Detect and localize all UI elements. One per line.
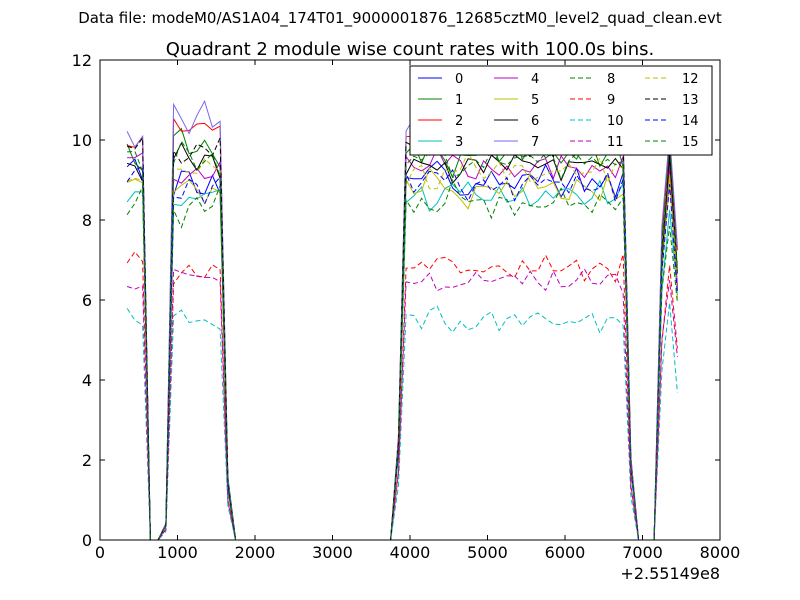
legend-label-6: 6	[531, 114, 539, 129]
y-tick-label: 10	[72, 131, 92, 150]
legend-label-7: 7	[531, 135, 539, 150]
legend-label-4: 4	[531, 72, 539, 87]
legend-label-3: 3	[455, 135, 463, 150]
y-tick-label: 12	[72, 51, 92, 70]
plot-area: 0 1000 2000 3000 4000 5000 6000 7000 80000246810…	[72, 51, 741, 583]
x-tick-label: 4000	[390, 543, 431, 562]
chart-title: Quadrant 2 module wise count rates with …	[166, 39, 655, 60]
series-line-5	[126, 167, 678, 540]
series-line-9	[126, 250, 678, 540]
series-line-3	[126, 179, 678, 540]
x-tick-label: 1000	[157, 543, 198, 562]
legend-label-10: 10	[607, 114, 624, 129]
x-tick-label: 2000	[235, 543, 276, 562]
series-line-11	[126, 267, 678, 540]
legend-label-15: 15	[682, 135, 699, 150]
series-layer	[126, 99, 678, 540]
series-line-12	[126, 151, 678, 540]
legend-frame	[409, 65, 713, 156]
legend-label-12: 12	[682, 72, 699, 87]
x-tick-label: 8000	[700, 543, 741, 562]
series-line-15	[127, 140, 678, 540]
legend-label-2: 2	[455, 114, 463, 129]
tick-layer: 0 1000 2000 3000 4000 5000 6000 7000 80000246810…	[72, 51, 741, 562]
x-tick-label: 3000	[312, 543, 353, 562]
y-tick-label: 2	[82, 451, 92, 470]
figure-suptitle: Data file: modeM0/AS1A04_174T01_90000018…	[78, 9, 722, 28]
legend-label-5: 5	[531, 93, 539, 108]
legend-label-0: 0	[455, 72, 463, 87]
series-line-6	[126, 142, 678, 540]
legend-label-1: 1	[455, 93, 463, 108]
y-tick-label: 6	[82, 291, 92, 310]
x-tick-label: 7000	[622, 543, 663, 562]
legend-label-9: 9	[607, 93, 615, 108]
x-tick-label: 0	[95, 543, 105, 562]
y-tick-label: 0	[82, 531, 92, 550]
x-tick-label: 5000	[467, 543, 508, 562]
y-tick-label: 8	[82, 211, 92, 230]
legend-label-8: 8	[607, 72, 615, 87]
series-line-0	[126, 158, 678, 540]
x-offset-label: +2.55149e8	[620, 564, 720, 583]
x-tick-label: 6000	[545, 543, 586, 562]
series-line-10	[126, 302, 678, 540]
series-line-14	[126, 165, 678, 540]
series-line-8	[126, 178, 678, 540]
legend-label-14: 14	[682, 114, 699, 129]
legend-label-11: 11	[607, 135, 624, 150]
series-line-4	[127, 147, 678, 540]
legend-label-13: 13	[682, 93, 699, 108]
y-tick-label: 4	[82, 371, 92, 390]
